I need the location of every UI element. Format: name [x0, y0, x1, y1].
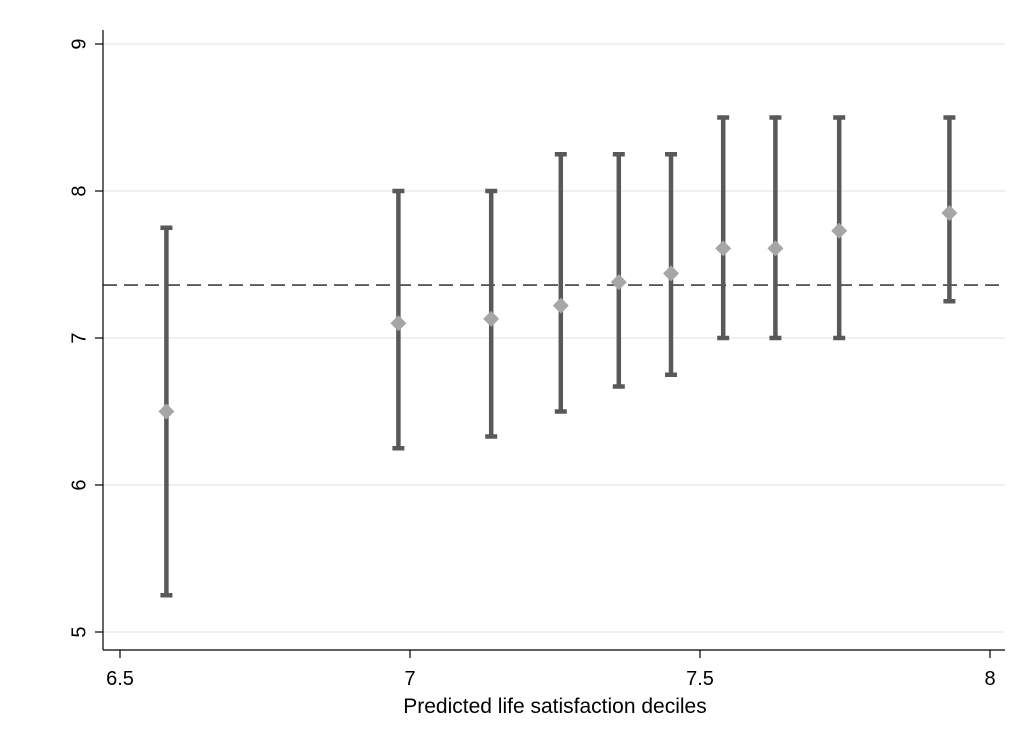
- diamond-marker: [390, 315, 407, 332]
- y-tick-label: 5: [68, 626, 90, 637]
- diamond-marker: [715, 240, 732, 257]
- diamond-marker: [663, 265, 679, 282]
- y-tick-label: 8: [68, 185, 90, 196]
- y-tick-label: 6: [68, 479, 90, 490]
- point-markers: [158, 205, 958, 420]
- diamond-marker: [483, 310, 500, 327]
- diamond-marker: [610, 274, 627, 291]
- x-axis-title: Predicted life satisfaction deciles: [403, 695, 707, 718]
- x-tick-label: 8: [984, 668, 995, 690]
- gridlines: [103, 43, 1005, 633]
- axes: 5 6 7 8 9 6.5 7 7.5 8: [68, 30, 1005, 690]
- error-bars: [160, 115, 956, 598]
- diamond-marker: [552, 297, 569, 314]
- y-tick-label: 9: [68, 38, 90, 49]
- diamond-marker: [767, 240, 784, 257]
- x-tick-label: 7: [404, 668, 415, 690]
- x-tick-label: 6.5: [106, 668, 134, 690]
- diamond-marker: [941, 205, 958, 222]
- diamond-marker: [158, 403, 175, 420]
- x-tick-label: 7.5: [686, 668, 714, 690]
- diamond-marker: [831, 222, 848, 239]
- y-tick-label: 7: [68, 332, 90, 343]
